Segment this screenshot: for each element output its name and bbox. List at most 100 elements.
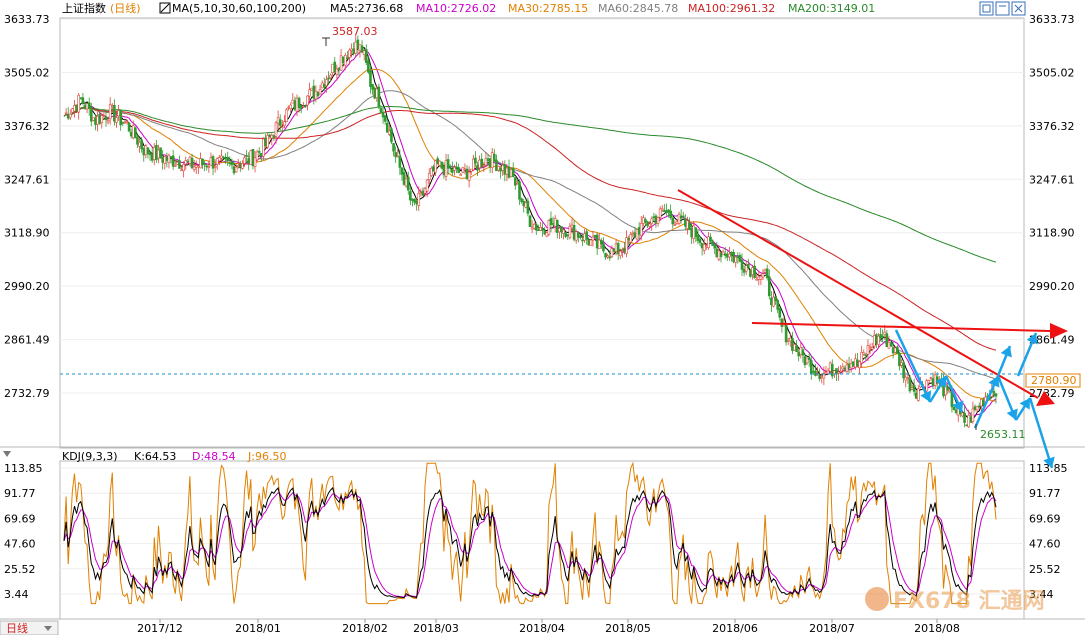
candle-body [547, 220, 551, 235]
kdj-collapse-icon[interactable] [3, 451, 11, 457]
candle-body [495, 159, 498, 172]
candle-body [633, 232, 637, 238]
candle-body [474, 157, 477, 164]
candle-body [283, 121, 286, 126]
time-tick-label: 2018/05 [605, 622, 651, 635]
candle-body [793, 343, 796, 351]
candle-body [877, 335, 880, 345]
kdj-tick-right: 69.69 [1029, 512, 1061, 525]
candle-body [348, 49, 351, 58]
candle-body [671, 217, 675, 225]
candle-body [684, 218, 687, 227]
candle-body [749, 269, 752, 277]
ma-toggle-icon-mark [160, 3, 170, 13]
kdj-header: KDJ(9,3,3) K:64.53 D:48.54 J:96.50 [3, 450, 286, 463]
candle-body [499, 167, 502, 172]
candle-body [833, 370, 836, 375]
candle-body [969, 416, 973, 423]
kdj-tick-left: 91.77 [4, 487, 36, 500]
candle-body [826, 370, 830, 375]
candle-body [824, 371, 828, 374]
candle-body [234, 166, 238, 173]
candle-body [274, 122, 278, 137]
candle-body [108, 104, 112, 120]
candle-body [597, 239, 601, 249]
candle-body [717, 250, 721, 260]
candle-body [190, 157, 194, 169]
candle-body [270, 134, 274, 139]
projection-arrowhead [935, 376, 946, 388]
candle-body [879, 334, 882, 339]
period-tab-label: 日线 [6, 621, 28, 635]
kdj-tick-right: 91.77 [1029, 487, 1061, 500]
candle-body [629, 234, 633, 243]
candle-body [230, 161, 234, 166]
price-tick-left: 2990.20 [4, 280, 50, 293]
candle-body [872, 335, 876, 347]
candle-body [398, 155, 402, 168]
candle-body [698, 238, 702, 244]
candle-body [751, 267, 754, 275]
candle-body [425, 179, 429, 192]
candle-body [518, 181, 521, 200]
candle-body [249, 150, 253, 165]
candle-body [543, 230, 546, 235]
candle-body [320, 82, 324, 89]
candle-body [581, 239, 584, 242]
candle-body [893, 347, 897, 353]
candle-body [308, 89, 311, 97]
candle-body [251, 149, 255, 167]
candle-body [333, 61, 337, 73]
candle-body [690, 228, 693, 238]
ma100-line [63, 106, 997, 351]
reference-value: 2780.90 [1031, 374, 1077, 387]
candle-body [644, 219, 647, 223]
candle-body [875, 334, 878, 344]
candle-body [992, 390, 996, 394]
kdj-tick-left: 69.69 [4, 512, 36, 525]
candle-body [455, 166, 458, 169]
candle-body [914, 392, 918, 399]
candle-body [604, 252, 607, 258]
candle-body [169, 156, 173, 159]
close-icon-stroke [1014, 4, 1023, 13]
candle-body [837, 371, 840, 374]
candle-body [427, 173, 431, 180]
candle-body [822, 373, 826, 379]
candle-body [982, 399, 985, 406]
candle-body [705, 245, 708, 248]
downtrend-line [677, 189, 1039, 399]
candle-body [600, 240, 603, 245]
candle-body [278, 119, 282, 126]
candle-body [537, 229, 540, 231]
kdj-tick-left: 47.60 [4, 538, 36, 551]
maximize-button[interactable] [995, 1, 1010, 16]
candle-body [173, 165, 177, 167]
candle-body [566, 234, 570, 236]
candle-body [509, 169, 513, 177]
candle-body [364, 49, 368, 63]
candle-body [134, 127, 137, 138]
ma60-value: MA60:2845.78 [598, 2, 678, 15]
candle-body [736, 256, 740, 259]
candle-body [465, 168, 469, 180]
candle-body [948, 390, 952, 393]
restore-button[interactable] [979, 1, 994, 16]
candle-body [904, 376, 908, 381]
candle-body [975, 405, 979, 411]
candle-body [780, 318, 784, 327]
time-tick-label: 2018/02 [342, 622, 388, 635]
price-axis-left: 3633.73 3505.02 3376.32 3247.61 3118.90 2990.… [4, 13, 50, 400]
candle-body [207, 166, 211, 168]
candle-body [587, 239, 591, 246]
candle-body [677, 213, 681, 224]
candle-body [306, 95, 309, 106]
time-tick-label: 2018/06 [712, 622, 758, 635]
candle-body [835, 368, 838, 375]
candle-body [585, 231, 588, 240]
price-tick-right: 3505.02 [1029, 66, 1075, 79]
candle-body [215, 158, 219, 165]
candle-body [245, 155, 248, 157]
candle-body [488, 158, 492, 168]
candle-body [738, 255, 742, 262]
